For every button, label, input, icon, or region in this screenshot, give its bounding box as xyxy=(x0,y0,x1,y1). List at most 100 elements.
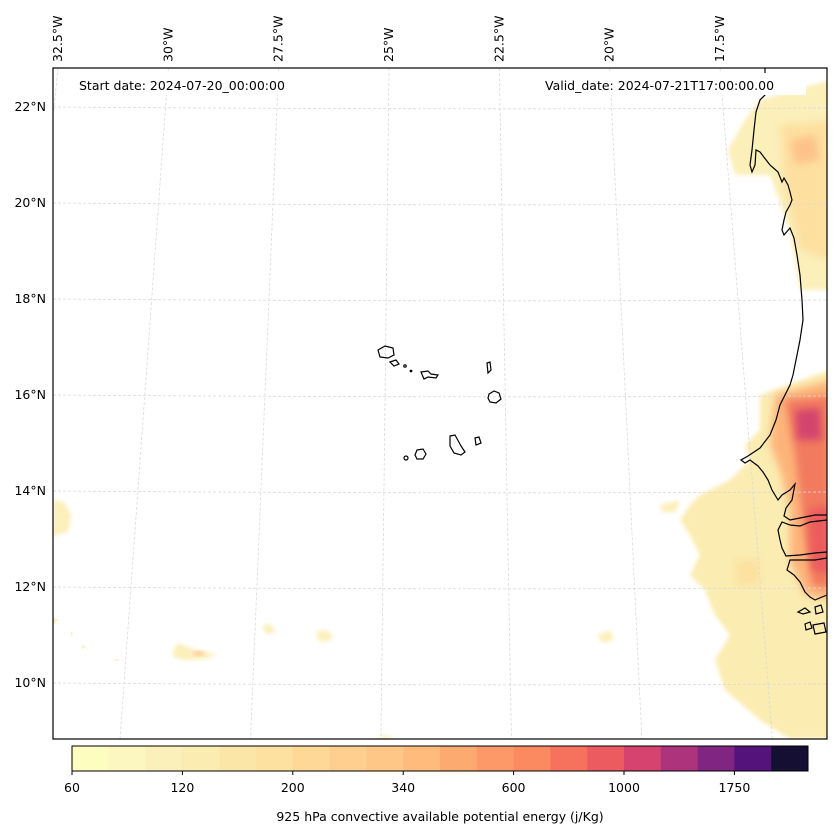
island-santiago xyxy=(449,434,466,456)
cape-field xyxy=(53,80,827,739)
colorbar-swatch xyxy=(771,746,809,771)
meridian-gridline xyxy=(380,68,390,739)
meridian-gridline xyxy=(250,68,280,739)
island-sao-nicolau-w xyxy=(409,369,413,373)
colorbar-tick-label: 200 xyxy=(281,780,305,795)
island-sal xyxy=(486,361,492,375)
colorbar-swatch xyxy=(108,746,147,771)
coastlines xyxy=(739,68,827,635)
colorbar-swatch xyxy=(513,746,551,771)
longitude-tick-label: 27.5°W xyxy=(271,16,286,62)
colorbar-label: 925 hPa convective available potential e… xyxy=(276,809,603,824)
island-bissagos-1 xyxy=(796,607,812,615)
meridian-gridline xyxy=(498,68,512,739)
longitude-tick-label: 20°W xyxy=(602,27,617,62)
cape-patch-small-2 xyxy=(82,645,86,649)
colorbar-swatch xyxy=(182,746,220,771)
cape-patch-small-3 xyxy=(115,659,121,661)
coastline-gambia xyxy=(777,519,827,557)
colorbar-swatch xyxy=(329,746,367,771)
valid-date-box xyxy=(540,73,806,95)
colorbar-swatch xyxy=(72,746,110,771)
cape-patch-offshore-2 xyxy=(735,560,760,585)
latitude-tick-label: 22°N xyxy=(14,99,46,114)
colorbar-tick-label: 1000 xyxy=(608,780,640,795)
colorbar-swatch xyxy=(292,746,331,771)
cape-patch-20w xyxy=(598,630,614,643)
colorbar-swatch xyxy=(550,746,588,771)
island-bissagos-3 xyxy=(804,621,813,631)
cape-patch-bottom xyxy=(373,735,393,739)
parallel-gridline xyxy=(53,394,827,398)
coastline-africa xyxy=(739,68,827,521)
cape-patch-30w-core xyxy=(193,651,205,656)
meridian-gridline xyxy=(119,68,169,739)
island-brava xyxy=(403,455,409,461)
cape-patch-west-small xyxy=(53,617,58,625)
colorbar-frame xyxy=(71,745,809,772)
cape-region-north-peak xyxy=(790,135,820,165)
island-bissagos-2 xyxy=(814,604,824,615)
island-sao-vicente xyxy=(388,359,400,367)
colorbar-swatch xyxy=(440,746,478,771)
colorbar: 60 120 200 340 600 1000 1750 925 hPa convectiv… xyxy=(64,745,809,824)
colorbar-tick-label: 120 xyxy=(170,780,194,795)
longitude-tick-label: 30°W xyxy=(160,27,175,62)
longitude-tick-label: 17.5°W xyxy=(712,16,727,62)
colorbar-tick-label: 600 xyxy=(502,780,526,795)
latitude-tick-label: 10°N xyxy=(14,675,46,690)
colorbar-swatch xyxy=(476,746,515,771)
parallel-gridline xyxy=(53,202,827,206)
colorbar-tick-label: 1750 xyxy=(718,780,750,795)
coastline-guinea-bissau xyxy=(786,557,827,601)
island-maio xyxy=(474,436,482,446)
cape-verde-islands xyxy=(377,345,502,461)
cape-patch-27w xyxy=(262,624,276,634)
meridian-gridline xyxy=(53,68,59,121)
island-boa-vista xyxy=(487,390,502,404)
parallel-gridline xyxy=(53,490,827,494)
latitude-tick-label: 14°N xyxy=(14,483,46,498)
start-date-box xyxy=(73,73,313,95)
longitude-tick-labels: 32.5°W 30°W 27.5°W 25°W 22.5°W 20°W 17.5°W xyxy=(50,16,727,62)
meridian-gridline xyxy=(609,68,643,739)
parallel-gridline xyxy=(53,298,827,302)
colorbar-tick-label: 60 xyxy=(64,780,80,795)
cape-region-south-peak xyxy=(795,408,822,440)
cape-patch-west-edge xyxy=(53,500,71,536)
latitude-tick-label: 12°N xyxy=(14,579,46,594)
parallel-gridline xyxy=(53,682,827,686)
parallel-gridline xyxy=(53,586,827,590)
colorbar-swatch xyxy=(256,746,294,771)
cape-patch-30w xyxy=(172,643,218,660)
longitude-tick-label: 32.5°W xyxy=(50,16,65,62)
valid-date-label: Valid_date: 2024-07-21T17:00:00.00 xyxy=(545,78,774,93)
longitude-tick-label: 25°W xyxy=(381,27,396,62)
colorbar-swatch xyxy=(624,746,662,771)
cape-patch-offshore-1 xyxy=(660,500,680,512)
latitude-tick-label: 20°N xyxy=(14,195,46,210)
island-santo-antao xyxy=(377,345,395,359)
map-frame xyxy=(52,67,828,740)
colorbar-swatch xyxy=(219,746,257,771)
colorbar-swatch xyxy=(145,746,183,771)
latitude-tick-label: 18°N xyxy=(14,291,46,306)
parallel-gridline xyxy=(53,106,827,110)
island-santa-luzia xyxy=(403,364,407,368)
latitude-tick-label: 16°N xyxy=(14,387,46,402)
colorbar-ticks: 60 120 200 340 600 1000 1750 xyxy=(64,771,750,795)
colorbar-swatch xyxy=(403,746,441,771)
colorbar-swatch xyxy=(587,746,625,771)
colorbar-swatches xyxy=(72,746,809,771)
gridlines xyxy=(53,68,827,739)
cape-patch-small-1 xyxy=(71,631,73,636)
longitude-tick-label: 22.5°W xyxy=(491,16,506,62)
island-sao-nicolau xyxy=(420,370,440,380)
island-fogo xyxy=(414,448,427,460)
cape-patch-25w xyxy=(316,630,334,642)
colorbar-swatch xyxy=(734,746,772,771)
island-bissagos-4 xyxy=(812,622,827,635)
map-area xyxy=(53,68,827,739)
colorbar-swatch xyxy=(697,746,735,771)
